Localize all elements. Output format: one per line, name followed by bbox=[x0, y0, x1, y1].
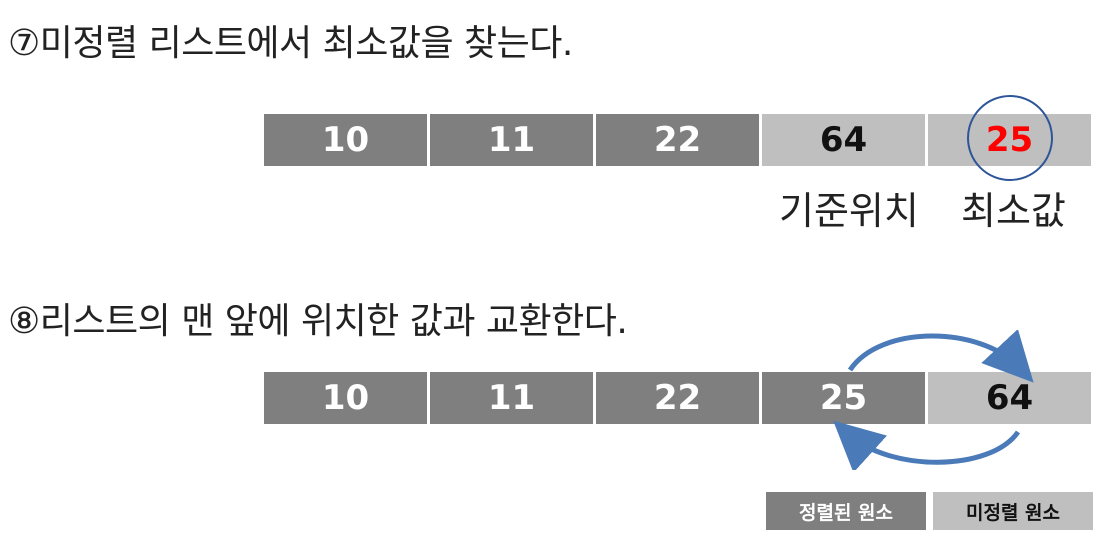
swap-arrow-top bbox=[847, 330, 1034, 383]
array-cell: 11 bbox=[430, 372, 593, 424]
swap-arrow-bottom bbox=[833, 420, 1021, 470]
step7-heading: ⑦미정렬 리스트에서 최소값을 찾는다. bbox=[8, 23, 573, 64]
array-cell: 10 bbox=[264, 114, 427, 166]
pivot-cell: 64 bbox=[762, 114, 925, 166]
min-value-label: 최소값 bbox=[961, 189, 1066, 233]
min-value-cell: 25 bbox=[928, 114, 1091, 166]
step8-array: 10 11 22 25 64 bbox=[264, 372, 1091, 424]
step7-array: 10 11 22 64 25 bbox=[264, 114, 1091, 166]
array-cell: 10 bbox=[264, 372, 427, 424]
array-cell: 22 bbox=[596, 372, 759, 424]
pivot-position-label: 기준위치 bbox=[779, 189, 919, 233]
array-cell: 11 bbox=[430, 114, 593, 166]
swapped-cell: 25 bbox=[762, 372, 925, 424]
legend-unsorted: 미정렬 원소 bbox=[933, 492, 1093, 530]
array-cell: 22 bbox=[596, 114, 759, 166]
step8-heading: ⑧리스트의 맨 앞에 위치한 값과 교환한다. bbox=[8, 301, 628, 342]
swapped-cell: 64 bbox=[928, 372, 1091, 424]
legend-sorted: 정렬된 원소 bbox=[766, 492, 926, 530]
